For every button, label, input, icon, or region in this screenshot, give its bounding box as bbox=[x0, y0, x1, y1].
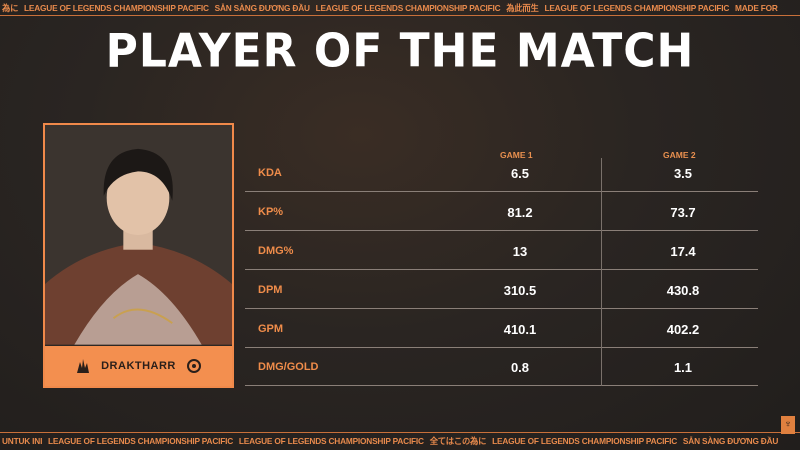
stat-label: DPM bbox=[258, 284, 283, 296]
league-role-icon bbox=[77, 359, 90, 373]
ticker-bottom: UNTUK INI LEAGUE OF LEGENDS CHAMPIONSHIP … bbox=[0, 432, 800, 448]
page-title: PLAYER OF THE MATCH bbox=[105, 24, 695, 79]
game1-value: 410.1 bbox=[503, 322, 537, 337]
header-game-2: GAME 2 bbox=[663, 150, 696, 160]
game2-value: 430.8 bbox=[666, 283, 700, 298]
column-divider bbox=[601, 158, 602, 386]
table-row: DMG/GOLD 0.8 1.1 bbox=[245, 347, 758, 386]
ticker-text: MADE FOR bbox=[735, 3, 778, 13]
game2-value: 402.2 bbox=[666, 322, 700, 337]
player-name-band: DRAKTHARR bbox=[45, 346, 232, 386]
game2-value: 1.1 bbox=[673, 360, 693, 375]
ticker-text: SẴN SÀNG ĐƯƠNG ĐẦU bbox=[682, 436, 779, 446]
player-card: DRAKTHARR bbox=[43, 123, 234, 388]
ticker-text: 為に bbox=[2, 3, 19, 13]
table-row: KDA 6.5 3.5 bbox=[245, 153, 758, 192]
ticker-text: LEAGUE OF LEGENDS CHAMPIONSHIP PACIFIC bbox=[48, 436, 234, 446]
table-row: DMG% 13 17.4 bbox=[245, 231, 758, 270]
table-row: KP% 81.2 73.7 bbox=[245, 192, 758, 231]
ticker-top: 為に LEAGUE OF LEGENDS CHAMPIONSHIP PACIFIC… bbox=[0, 0, 800, 16]
ticker-strip: 為に LEAGUE OF LEGENDS CHAMPIONSHIP PACIFIC… bbox=[2, 0, 778, 15]
table-row: GPM 410.1 402.2 bbox=[245, 309, 758, 348]
game2-value: 3.5 bbox=[673, 166, 693, 181]
game2-value: 17.4 bbox=[670, 244, 696, 259]
game2-value: 73.7 bbox=[670, 205, 696, 220]
header-game-1: GAME 1 bbox=[500, 150, 533, 160]
game1-value: 0.8 bbox=[510, 360, 530, 375]
stat-label: GPM bbox=[258, 323, 284, 335]
table-row: DPM 310.5 430.8 bbox=[245, 270, 758, 309]
ticker-text: LEAGUE OF LEGENDS CHAMPIONSHIP PACIFIC bbox=[315, 3, 501, 13]
ticker-text: LEAGUE OF LEGENDS CHAMPIONSHIP PACIFIC bbox=[24, 3, 209, 13]
stat-label: KP% bbox=[258, 206, 284, 218]
ticker-text: LEAGUE OF LEGENDS CHAMPIONSHIP PACIFIC bbox=[238, 436, 424, 446]
game1-value: 81.2 bbox=[507, 205, 533, 220]
player-name: DRAKTHARR bbox=[101, 360, 176, 372]
ticker-text: 為此而生 bbox=[506, 3, 539, 13]
stat-label: DMG/GOLD bbox=[258, 361, 319, 373]
ticker-text: 全てはこの為に bbox=[429, 436, 487, 446]
ticker-text: LEAGUE OF LEGENDS CHAMPIONSHIP PACIFIC bbox=[492, 436, 678, 446]
gam-esports-logo bbox=[186, 359, 201, 373]
game1-value: 310.5 bbox=[503, 283, 537, 298]
game1-value: 6.5 bbox=[510, 166, 530, 181]
ticker-text: SẴN SÀNG ĐƯƠNG ĐẦU bbox=[214, 3, 310, 13]
stat-label: DMG% bbox=[258, 245, 294, 257]
game1-value: 13 bbox=[512, 244, 528, 259]
stat-label: KDA bbox=[258, 167, 282, 179]
ticker-text: UNTUK INI bbox=[2, 436, 43, 446]
player-photo bbox=[45, 127, 232, 345]
lcp-logo-icon: ♆ bbox=[781, 416, 795, 434]
ticker-text: LEAGUE OF LEGENDS CHAMPIONSHIP PACIFIC bbox=[544, 3, 730, 13]
ticker-strip: UNTUK INI LEAGUE OF LEGENDS CHAMPIONSHIP … bbox=[2, 433, 778, 448]
